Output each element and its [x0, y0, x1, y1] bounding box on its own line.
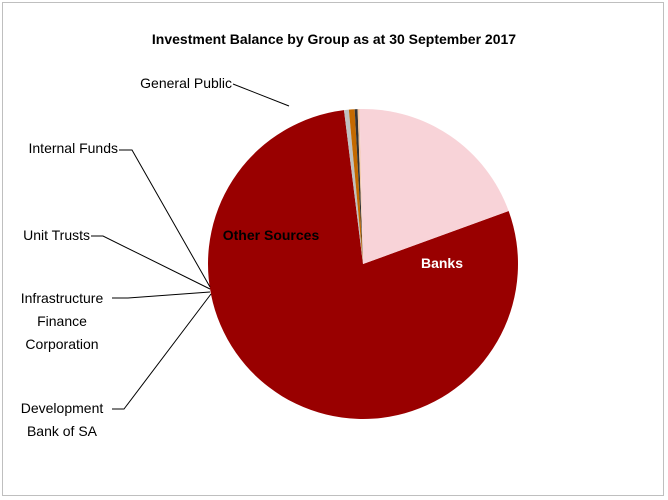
- callout-label-general-public: General Public: [140, 75, 232, 91]
- chart-title: Investment Balance by Group as at 30 Sep…: [152, 31, 516, 47]
- pie-slice-unit-trusts: [354, 109, 363, 264]
- leader-line-internal-funds: [119, 149, 211, 288]
- slice-labels: Banks Other Sources General Public Internal…: [21, 75, 463, 439]
- callout-label-development-bank-of-sa: Development Bank of SA: [21, 400, 104, 439]
- slice-label-other-sources: Other Sources: [223, 227, 320, 243]
- leader-lines: [91, 83, 290, 410]
- leader-line-unit-trusts: [91, 235, 211, 290]
- pie-slices: [208, 109, 518, 420]
- leader-line-general-public: [232, 83, 290, 107]
- pie-slice-other-sources: [359, 109, 509, 264]
- pie-slice-infrastructure-finance-corporation: [348, 109, 363, 264]
- callout-label-internal-funds: Internal Funds: [29, 140, 119, 156]
- slice-label-banks: Banks: [421, 255, 463, 271]
- callout-label-unit-trusts: Unit Trusts: [23, 227, 90, 243]
- pie-slice-banks: [208, 110, 518, 420]
- leader-line-infrastructure-finance-corporation: [112, 291, 211, 299]
- callout-label-infrastructure-finance-corporation: Infrastructure Finance Corporation: [21, 290, 104, 352]
- pie-slice-development-bank-of-sa: [344, 109, 363, 264]
- leader-line-development-bank-of-sa: [112, 293, 212, 410]
- pie-slice-internal-funds: [357, 109, 363, 264]
